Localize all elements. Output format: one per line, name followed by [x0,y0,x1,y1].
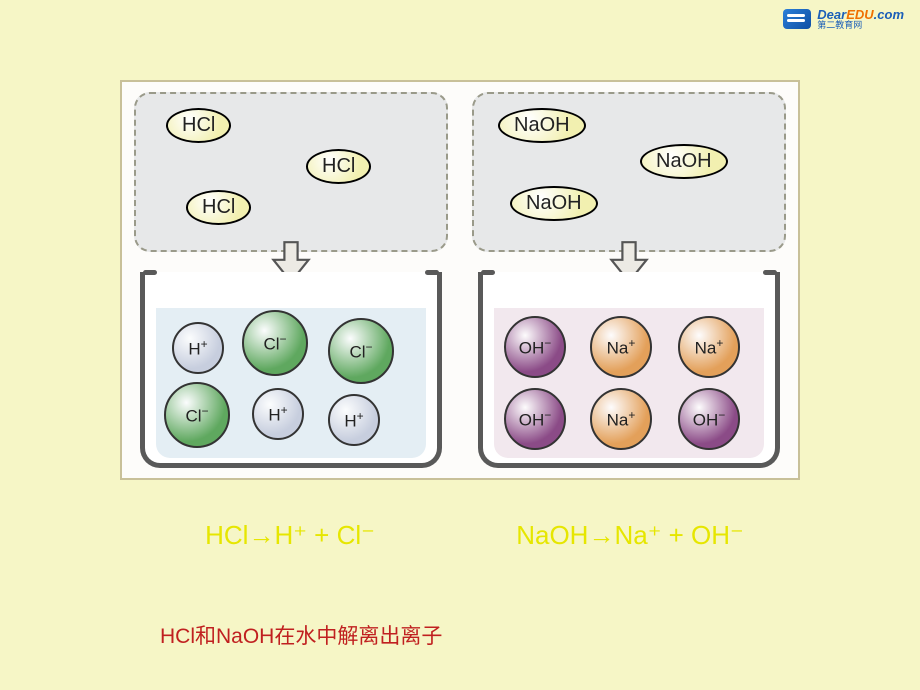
ion-oh: OH− [504,316,566,378]
beaker-hcl: H+Cl−Cl−Cl−H+H+ [134,272,448,468]
equation-naoh: NaOH→Na⁺ + OH⁻ [460,520,800,551]
logo-subtitle: 第二教育网 [817,21,904,30]
ion-h: H+ [172,322,224,374]
diagram-frame: HClHClHCl H+Cl−Cl−Cl−H+H+ NaOHNaOHNaOH O… [120,80,800,480]
equation-hcl: HCl→H⁺ + Cl⁻ [120,520,460,551]
molecule-label: NaOH [510,186,598,221]
molecule-label: HCl [306,149,371,184]
ion-h: H+ [252,388,304,440]
ion-na: Na+ [590,316,652,378]
panel-naoh: NaOH NaOH NaOH OH− Na+ Na+ OH− Na+ OH− [472,92,786,468]
molecule-label: NaOH [640,144,728,179]
beaker-naoh: OH− Na+ Na+ OH− Na+ OH− [472,272,786,468]
ion-cl: Cl− [164,382,230,448]
equations-row: HCl→H⁺ + Cl⁻ NaOH→Na⁺ + OH⁻ [120,520,800,551]
solution-hcl: H+Cl−Cl−Cl−H+H+ [156,308,426,458]
molecule-label: HCl [166,108,231,143]
molecule-box-naoh: NaOH NaOH NaOH [472,92,786,252]
ion-oh: OH− [504,388,566,450]
panel-hcl: HClHClHCl H+Cl−Cl−Cl−H+H+ [134,92,448,468]
molecule-box-hcl: HCl HCl HCl [134,92,448,252]
ion-h: H+ [328,394,380,446]
ion-oh: OH− [678,388,740,450]
ion-cl: Cl− [328,318,394,384]
ion-na: Na+ [590,388,652,450]
molecule-label: HCl [186,190,251,225]
molecule-label: NaOH [498,108,586,143]
caption-text: HCl和NaOH在水中解离出离子 [160,620,442,650]
ion-na: Na+ [678,316,740,378]
solution-naoh: OH− Na+ Na+ OH− Na+ OH− [494,308,764,458]
ion-cl: Cl− [242,310,308,376]
logo-icon [783,9,811,29]
brand-logo: DearEDU.com 第二教育网 [783,8,904,30]
